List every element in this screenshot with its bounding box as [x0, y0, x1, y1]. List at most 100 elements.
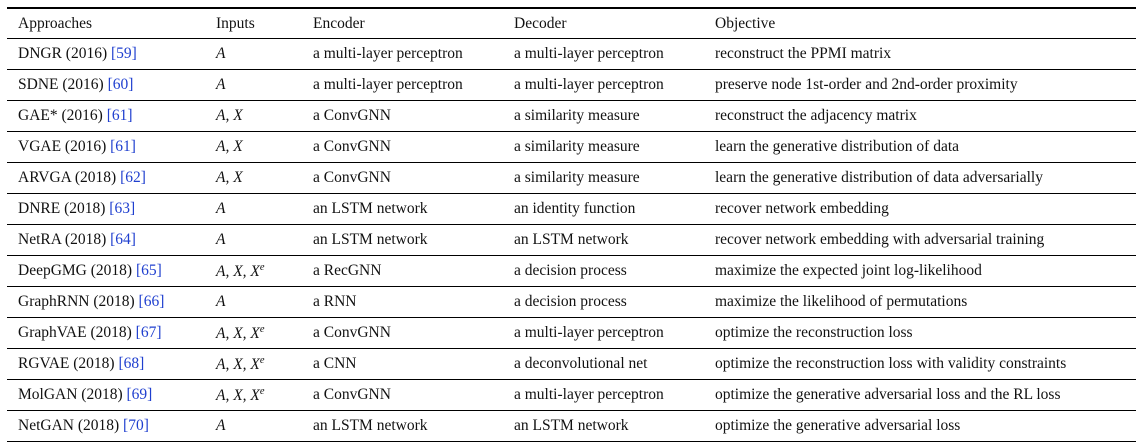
decoder-cell: a multi-layer perceptron	[503, 317, 704, 349]
inputs-value: A, X, X	[216, 386, 260, 404]
objective-cell: optimize the generative adversarial loss	[704, 410, 1136, 442]
reference-link[interactable]: [70]	[123, 417, 149, 434]
reference-link[interactable]: [64]	[110, 231, 136, 248]
header-row: Approaches Inputs Encoder Decoder Object…	[7, 8, 1136, 39]
inputs-cell: A	[205, 224, 302, 256]
inputs-cell: A, X, Xe	[205, 255, 302, 287]
inputs-value: A, X	[216, 107, 243, 124]
reference-link[interactable]: [59]	[111, 45, 137, 62]
encoder-cell: a ConvGNN	[302, 317, 503, 349]
inputs-cell: A	[205, 286, 302, 318]
reference-link[interactable]: [65]	[135, 262, 162, 279]
reference-link[interactable]: [61]	[106, 107, 133, 124]
approach-name: ARVGA (2018)	[18, 169, 117, 186]
inputs-superscript: e	[259, 261, 265, 273]
approach-name: VGAE (2016)	[18, 138, 107, 155]
header-encoder: Encoder	[302, 8, 503, 39]
approach-cell: NetRA (2018) [64]	[7, 224, 205, 256]
encoder-cell: an LSTM network	[302, 410, 503, 442]
inputs-value: A	[216, 45, 226, 62]
approach-cell: SDNE (2016) [60]	[7, 69, 205, 101]
inputs-value: A	[216, 417, 226, 434]
inputs-value: A	[216, 231, 226, 248]
approach-name: DNGR (2016)	[18, 45, 108, 62]
header-approaches: Approaches	[7, 8, 205, 39]
approach-cell: MolGAN (2018) [69]	[7, 379, 205, 411]
objective-cell: learn the generative distribution of dat…	[704, 131, 1136, 163]
encoder-cell: an LSTM network	[302, 224, 503, 256]
table-row: GAE* (2016) [61] A, X a ConvGNN a similarit…	[7, 100, 1136, 132]
approach-cell: DeepGMG (2018) [65]	[7, 255, 205, 287]
decoder-cell: an identity function	[503, 193, 704, 225]
approach-name: GraphVAE (2018)	[18, 324, 132, 341]
inputs-superscript: e	[259, 385, 265, 397]
objective-cell: optimize the reconstruction loss	[704, 317, 1136, 349]
graph-autoencoder-comparison-table: Approaches Inputs Encoder Decoder Object…	[7, 7, 1136, 442]
approach-cell: NetGAN (2018) [70]	[7, 410, 205, 442]
reference-link[interactable]: [62]	[120, 169, 146, 186]
reference-link[interactable]: [61]	[110, 138, 136, 155]
encoder-cell: a RecGNN	[302, 255, 503, 287]
approach-name: NetRA (2018)	[18, 231, 107, 248]
inputs-value: A, X, X	[216, 324, 260, 342]
reference-link[interactable]: [60]	[107, 76, 134, 93]
inputs-cell: A, X, Xe	[205, 379, 302, 411]
objective-cell: maximize the likelihood of permutations	[704, 286, 1136, 318]
objective-cell: recover network embedding	[704, 193, 1136, 225]
approach-name: DNRE (2018)	[18, 200, 106, 217]
reference-link[interactable]: [66]	[138, 293, 165, 310]
decoder-cell: a decision process	[503, 286, 704, 318]
reference-link[interactable]: [69]	[126, 386, 153, 403]
reference-link[interactable]: [63]	[109, 200, 136, 217]
inputs-value: A, X	[216, 169, 243, 186]
decoder-cell: a decision process	[503, 255, 704, 287]
objective-cell: preserve node 1st-order and 2nd-order pr…	[704, 69, 1136, 101]
objective-cell: optimize the generative adversarial loss…	[704, 379, 1136, 411]
objective-cell: maximize the expected joint log-likeliho…	[704, 255, 1136, 287]
inputs-superscript: e	[259, 354, 265, 366]
encoder-cell: a ConvGNN	[302, 162, 503, 194]
header-inputs: Inputs	[205, 8, 302, 39]
header-decoder: Decoder	[503, 8, 704, 39]
encoder-cell: an LSTM network	[302, 193, 503, 225]
encoder-cell: a ConvGNN	[302, 131, 503, 163]
encoder-cell: a CNN	[302, 348, 503, 380]
decoder-cell: an LSTM network	[503, 224, 704, 256]
approach-cell: RGVAE (2018) [68]	[7, 348, 205, 380]
approach-name: DeepGMG (2018)	[18, 262, 133, 279]
inputs-cell: A	[205, 410, 302, 442]
decoder-cell: an LSTM network	[503, 410, 704, 442]
inputs-cell: A, X, Xe	[205, 348, 302, 380]
decoder-cell: a similarity measure	[503, 100, 704, 132]
objective-cell: recover network embedding with adversari…	[704, 224, 1136, 256]
inputs-cell: A, X	[205, 131, 302, 163]
approach-cell: GraphRNN (2018) [66]	[7, 286, 205, 318]
decoder-cell: a similarity measure	[503, 131, 704, 163]
reference-link[interactable]: [68]	[118, 355, 145, 372]
table-row: MolGAN (2018) [69] A, X, Xe a ConvGNN a mul…	[7, 379, 1136, 411]
objective-cell: reconstruct the adjacency matrix	[704, 100, 1136, 132]
decoder-cell: a similarity measure	[503, 162, 704, 194]
table-row: DeepGMG (2018) [65] A, X, Xe a RecGNN a dec…	[7, 255, 1136, 287]
inputs-cell: A	[205, 193, 302, 225]
inputs-value: A, X, X	[216, 355, 260, 373]
table-row: ARVGA (2018) [62] A, X a ConvGNN a similari…	[7, 162, 1136, 194]
encoder-cell: a RNN	[302, 286, 503, 318]
reference-link[interactable]: [67]	[135, 324, 162, 341]
encoder-cell: a multi-layer perceptron	[302, 69, 503, 101]
approach-cell: VGAE (2016) [61]	[7, 131, 205, 163]
decoder-cell: a multi-layer perceptron	[503, 379, 704, 411]
approach-name: SDNE (2016)	[18, 76, 104, 93]
objective-cell: learn the generative distribution of dat…	[704, 162, 1136, 194]
decoder-cell: a deconvolutional net	[503, 348, 704, 380]
approach-name: MolGAN (2018)	[18, 386, 123, 403]
approach-name: NetGAN (2018)	[18, 417, 120, 434]
decoder-cell: a multi-layer perceptron	[503, 69, 704, 101]
header-objective: Objective	[704, 8, 1136, 39]
table-header: Approaches Inputs Encoder Decoder Object…	[7, 8, 1136, 39]
